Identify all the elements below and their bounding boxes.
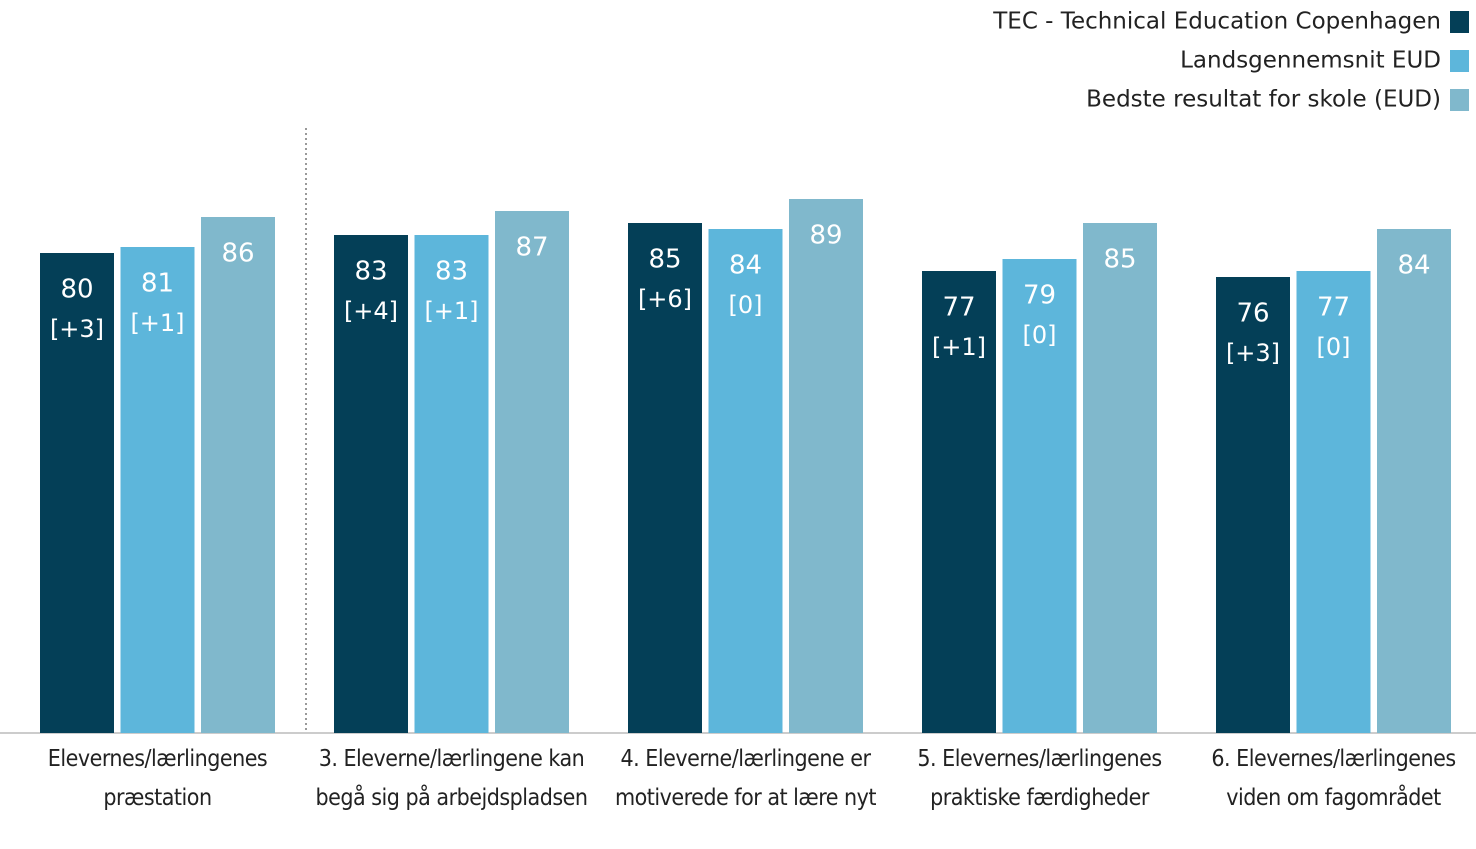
value-label: 84 bbox=[1397, 251, 1430, 281]
x-tick-label: Elevernes/lærlingenes præstation bbox=[47, 746, 268, 811]
change-label: [0] bbox=[1317, 333, 1351, 361]
bar bbox=[1216, 277, 1290, 733]
bar bbox=[40, 253, 114, 733]
bar bbox=[1377, 229, 1451, 733]
change-label: [+3] bbox=[1226, 339, 1280, 367]
bar bbox=[628, 223, 702, 733]
value-label: 85 bbox=[1103, 245, 1136, 275]
value-label: 86 bbox=[221, 239, 254, 269]
bar bbox=[334, 235, 408, 733]
value-label: 81 bbox=[141, 269, 174, 299]
bar bbox=[1296, 271, 1371, 733]
legend-label: TEC - Technical Education Copenhagen bbox=[992, 9, 1441, 35]
value-label: 83 bbox=[435, 257, 468, 287]
bar bbox=[708, 229, 783, 733]
legend-label: Bedste resultat for skole (EUD) bbox=[1086, 87, 1441, 113]
x-tick-label: 6. Elevernes/lærlingenes viden om fagomr… bbox=[1211, 746, 1456, 811]
bar bbox=[1083, 223, 1157, 733]
change-label: [0] bbox=[729, 291, 763, 319]
change-label: [+1] bbox=[932, 333, 986, 361]
value-label: 85 bbox=[648, 245, 681, 275]
x-tick-label: 4. Eleverne/lærlingene er motiverede for… bbox=[614, 746, 877, 811]
bar bbox=[201, 217, 275, 733]
value-label: 77 bbox=[942, 293, 975, 323]
bar bbox=[922, 271, 996, 733]
legend-swatch bbox=[1450, 11, 1469, 33]
value-label: 76 bbox=[1236, 299, 1269, 329]
change-label: [0] bbox=[1023, 321, 1057, 349]
bar bbox=[1002, 259, 1077, 733]
legend-label: Landsgennemsnit EUD bbox=[1180, 48, 1441, 74]
value-label: 89 bbox=[809, 221, 842, 251]
value-label: 77 bbox=[1317, 293, 1350, 323]
value-label: 83 bbox=[354, 257, 387, 287]
bar bbox=[414, 235, 489, 733]
x-tick-label: 3. Eleverne/lærlingene kan begå sig på a… bbox=[315, 746, 588, 811]
x-tick-label: 5. Elevernes/lærlingenes praktiske færdi… bbox=[917, 746, 1162, 811]
bar bbox=[495, 211, 569, 733]
change-label: [+6] bbox=[638, 285, 692, 313]
value-label: 79 bbox=[1023, 281, 1056, 311]
bar bbox=[120, 247, 195, 733]
legend-swatch bbox=[1450, 50, 1469, 72]
value-label: 87 bbox=[515, 233, 548, 263]
value-label: 84 bbox=[729, 251, 762, 281]
change-label: [+1] bbox=[424, 297, 478, 325]
change-label: [+4] bbox=[344, 297, 398, 325]
bar bbox=[789, 199, 863, 733]
legend-swatch bbox=[1450, 89, 1469, 111]
change-label: [+3] bbox=[50, 315, 104, 343]
change-label: [+1] bbox=[130, 309, 184, 337]
value-label: 80 bbox=[60, 275, 93, 305]
